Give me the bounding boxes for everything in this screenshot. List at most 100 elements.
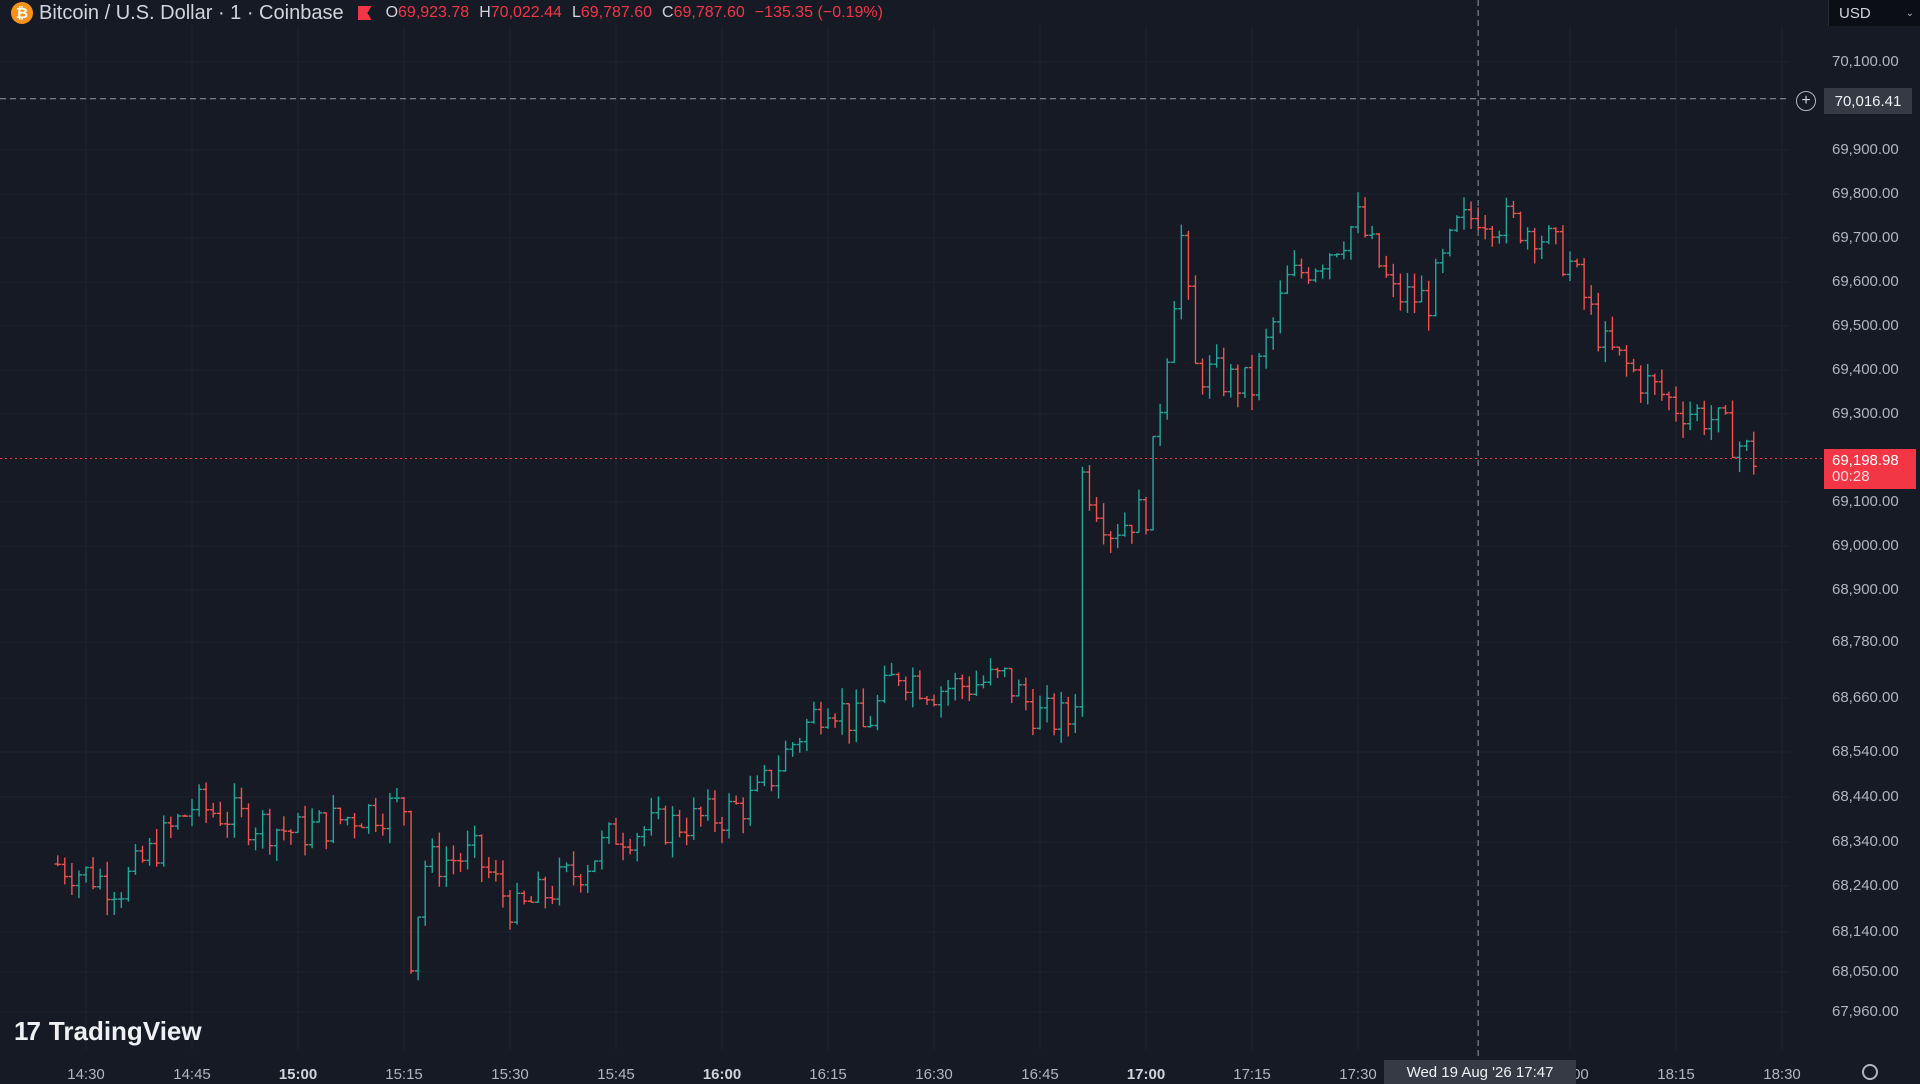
ohlc-bar [1114, 524, 1121, 549]
ohlc-bar [104, 861, 111, 916]
ohlc-bar [202, 782, 210, 823]
ohlc-bar [1319, 264, 1326, 279]
ohlc-bar [1665, 391, 1673, 411]
ohlc-bar [1418, 275, 1425, 303]
ohlc-bar [810, 701, 818, 724]
ohlc-bar [1128, 524, 1136, 544]
time-tick-label: 14:30 [67, 1066, 105, 1083]
ohlc-bar [1234, 364, 1242, 408]
price-tick-label: 69,500.00 [1832, 317, 1899, 334]
ohlc-bar [1354, 192, 1362, 234]
ohlc-bar [952, 672, 959, 701]
ohlc-bar [676, 809, 683, 838]
ohlc-bar [1715, 407, 1722, 433]
ohlc-bar [1722, 405, 1729, 415]
ohlc-bar [860, 688, 867, 728]
ohlc-bar [711, 790, 719, 832]
ohlc-bar [846, 702, 853, 744]
ohlc-bar [513, 882, 521, 925]
ohlc-bar [492, 860, 500, 882]
ohlc-bar [605, 822, 613, 844]
ohlc-bar [874, 694, 881, 731]
add-alert-plus-icon[interactable]: + [1796, 91, 1816, 111]
ohlc-bar [775, 755, 782, 799]
ohlc-bar [626, 838, 634, 855]
ohlc-bar [238, 787, 245, 818]
time-tick-label: 14:45 [173, 1066, 211, 1083]
ohlc-bar [584, 865, 591, 893]
last-price-value: 69,198.98 [1832, 452, 1899, 469]
gear-icon[interactable] [1862, 1064, 1878, 1080]
time-tick-label: 18:30 [1763, 1066, 1801, 1083]
ohlc-bar [1446, 228, 1454, 257]
ohlc-bar [344, 816, 351, 826]
time-tick-label: 16:15 [809, 1066, 847, 1083]
ohlc-bar [1482, 215, 1489, 240]
ohlc-bar [1552, 227, 1560, 245]
ohlc-bar [909, 667, 916, 708]
ohlc-bar [1305, 267, 1312, 284]
ohlc-bar [1503, 197, 1510, 244]
ohlc-bar [1750, 431, 1757, 475]
ohlc-high: H70,022.44 [479, 4, 562, 21]
ohlc-bar [683, 817, 690, 846]
time-tick-label: 15:00 [278, 1066, 318, 1083]
ohlc-bar [400, 796, 408, 826]
ohlc-bar [1220, 347, 1227, 397]
ohlc-bar [1050, 693, 1058, 736]
ohlc-bar [414, 916, 422, 981]
ohlc-bar [316, 810, 323, 823]
currency-dropdown[interactable]: USD ⌄ [1828, 0, 1920, 26]
ohlc-bar [732, 795, 740, 805]
ohlc-bar [1538, 235, 1545, 259]
tradingview-wordmark: TradingView [48, 1016, 202, 1046]
ohlc-bar [1404, 273, 1411, 313]
ohlc-bar [1411, 273, 1418, 314]
ohlc-bar [591, 860, 598, 873]
ohlc-bar [1248, 354, 1256, 411]
ohlc-bar [358, 823, 365, 829]
ohlc-bar [930, 694, 938, 707]
ohlc-bar [1679, 401, 1687, 438]
ohlc-change: −135.35 (−0.19%) [754, 4, 883, 21]
ohlc-bar [1390, 263, 1397, 298]
ohlc-bar [1072, 694, 1079, 733]
ohlc-bar [1368, 225, 1376, 240]
price-tick-label: 69,800.00 [1832, 185, 1899, 202]
ohlc-bar [1312, 268, 1319, 283]
ohlc-bar [407, 810, 415, 974]
ohlc-bar [916, 670, 924, 700]
chart-header: ₿ Bitcoin / U.S. Dollar · 1 · Coinbase O… [0, 0, 883, 26]
ohlc-bar [1743, 439, 1750, 451]
ohlc-bar [1644, 363, 1651, 405]
ohlc-bar [853, 689, 860, 743]
flag-icon[interactable] [357, 6, 372, 20]
ohlc-bar [125, 866, 132, 902]
ohlc-bar [167, 816, 174, 839]
ohlc-bar [994, 667, 1001, 679]
ohlc-bar [365, 804, 372, 834]
ohlc-bar [1347, 225, 1355, 260]
ohlc-bar [1425, 280, 1432, 331]
price-tick-label: 68,900.00 [1832, 581, 1899, 598]
ohlc-bar [1001, 667, 1008, 678]
price-tick-label: 69,000.00 [1832, 537, 1899, 554]
ohlc-bar [966, 676, 973, 702]
ohlc-bar [1093, 496, 1100, 522]
price-tick-label: 69,600.00 [1832, 273, 1899, 290]
ohlc-bar [1517, 211, 1524, 244]
bar-countdown: 00:28 [1832, 468, 1870, 485]
ohlc-bar [824, 708, 832, 729]
ohlc-bar [1333, 253, 1340, 258]
tradingview-logo[interactable]: 17 TradingView [14, 1016, 202, 1047]
ohlc-bar [1595, 292, 1602, 352]
ohlc-bar [1298, 258, 1305, 279]
ohlc-bar [528, 896, 535, 903]
ohlc-bar [1686, 401, 1694, 431]
chevron-down-icon: ⌄ [1905, 7, 1914, 19]
ohlc-bar [563, 862, 570, 873]
ohlc-bar [1185, 230, 1192, 300]
ohlc-bar [895, 672, 902, 687]
symbol-title[interactable]: Bitcoin / U.S. Dollar · 1 · Coinbase [39, 1, 344, 24]
